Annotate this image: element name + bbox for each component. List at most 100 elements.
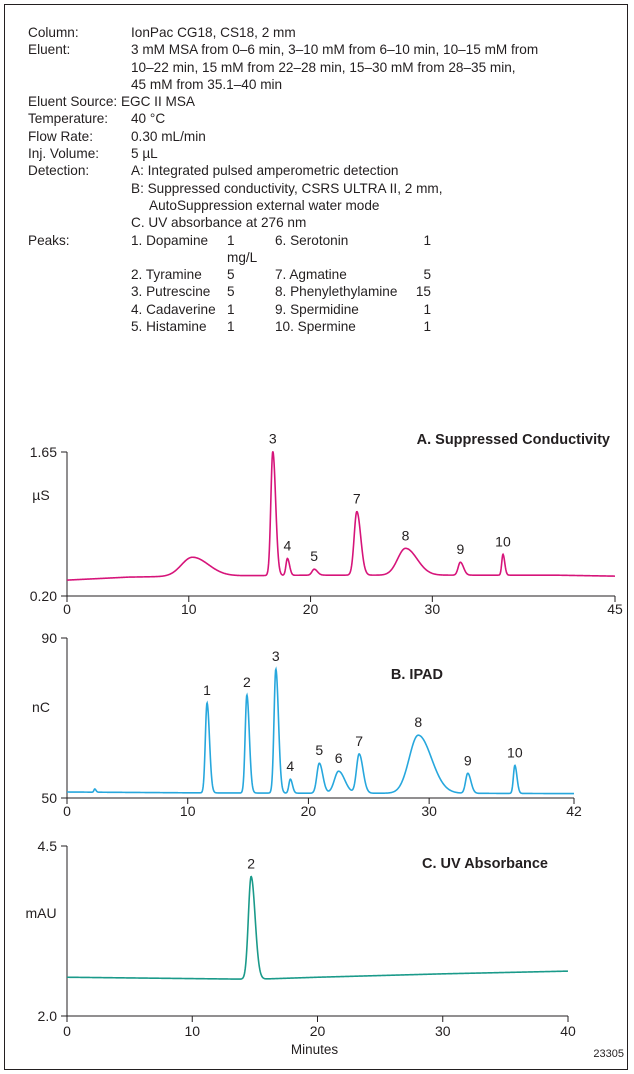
injection-row: Inj. Volume: 5 µL: [28, 145, 618, 162]
y-tick-label: 0.20: [30, 588, 57, 604]
detection-row: Detection: A: Integrated pulsed amperome…: [28, 162, 618, 231]
peak-label: 3: [269, 430, 277, 446]
x-tick-label: 42: [566, 803, 582, 819]
peak-label: 2: [243, 674, 251, 690]
injection-value: 5 µL: [131, 146, 158, 162]
peaks-table: Peaks: 1. Dopamine 1 mg/L 6. Serotonin 1…: [28, 232, 618, 336]
flow-value: 0.30 mL/min: [131, 128, 206, 144]
peak-label: 5: [315, 742, 323, 758]
peak-name: 10. Spermine: [275, 319, 356, 335]
eluent-line: 3 mM MSA from 0–6 min, 3–10 mM from 6–10…: [131, 42, 539, 58]
peak-name: 8. Phenylethylamine: [275, 284, 398, 300]
peak-label: 2: [247, 856, 255, 872]
y-axis-label: mAU: [25, 905, 56, 921]
peak-amount-value: 1: [227, 232, 235, 248]
x-axis-label: Minutes: [291, 1042, 339, 1057]
column-row: Column: IonPac CG18, CS18, 2 mm: [28, 24, 618, 41]
peak-name: 4. Cadaverine: [131, 301, 216, 317]
peak-name: 6. Serotonin: [275, 232, 349, 248]
peak-label: 4: [286, 758, 294, 774]
peak-amount: 5: [423, 267, 431, 283]
conditions-block: Column: IonPac CG18, CS18, 2 mm Eluent: …: [28, 24, 618, 335]
detection-line: A: Integrated pulsed amperometric detect…: [131, 163, 399, 179]
peak-amount: 1: [423, 301, 431, 317]
y-axis-label: µS: [32, 487, 49, 503]
peak-label: 9: [456, 541, 464, 557]
peak-amount: 1 mg/L: [227, 232, 265, 267]
peak-label: 8: [414, 714, 422, 730]
chart-title: C. UV Absorbance: [422, 856, 548, 872]
peak-name: 1. Dopamine: [131, 232, 209, 248]
peak-label: 3: [272, 648, 280, 664]
chart-title: B. IPAD: [391, 667, 443, 683]
x-tick-label: 0: [63, 601, 71, 617]
peak-name: 9. Spermidine: [275, 301, 359, 317]
x-tick-label: 10: [180, 803, 196, 819]
peak-name: 3. Putrescine: [131, 284, 211, 300]
peak-label: 5: [310, 548, 318, 564]
peak-amount: 1: [227, 301, 235, 317]
peak-amount: 5: [227, 284, 235, 300]
x-tick-label: 30: [435, 1023, 451, 1039]
peak-amount: 5: [227, 267, 235, 283]
x-tick-label: 20: [303, 601, 319, 617]
peaks-label: Peaks:: [28, 232, 70, 248]
eluent-source-row: Eluent Source: EGC II MSA: [28, 93, 618, 110]
peak-label: 4: [284, 537, 292, 553]
peak-label: 7: [355, 733, 363, 749]
flow-row: Flow Rate: 0.30 mL/min: [28, 128, 618, 145]
detection-line: C. UV absorbance at 276 nm: [131, 215, 307, 231]
peak-amount: 1: [423, 232, 431, 248]
peak-label: 6: [335, 750, 343, 766]
y-tick-label: 1.65: [30, 444, 57, 460]
peak-label: 8: [402, 527, 410, 543]
peak-label: 10: [507, 744, 523, 760]
x-tick-label: 20: [310, 1023, 326, 1039]
y-tick-label: 4.5: [38, 838, 58, 854]
peak-name: 7. Agmatine: [275, 267, 347, 283]
y-tick-label: 50: [41, 790, 57, 806]
eluent-source-text: Eluent Source: EGC II MSA: [28, 94, 195, 110]
chart-title: A. Suppressed Conductivity: [417, 432, 610, 448]
y-tick-label: 90: [41, 630, 57, 646]
peak-label: 1: [203, 682, 211, 698]
peak-unit: mg/L: [227, 249, 258, 265]
detection-value: A: Integrated pulsed amperometric detect…: [131, 162, 618, 231]
eluent-value: 3 mM MSA from 0–6 min, 3–10 mM from 6–10…: [131, 41, 618, 93]
x-tick-label: 30: [421, 803, 437, 819]
x-tick-label: 45: [607, 601, 623, 617]
temperature-row: Temperature: 40 °C: [28, 110, 618, 127]
peak-label: 7: [353, 491, 361, 507]
peak-name: 5. Histamine: [131, 319, 207, 335]
chromatogram-trace: [67, 666, 574, 795]
column-label: Column:: [28, 25, 79, 40]
injection-label: Inj. Volume:: [28, 146, 100, 162]
peak-amount: 1: [227, 319, 235, 335]
flow-label: Flow Rate:: [28, 128, 93, 144]
x-tick-label: 40: [560, 1023, 576, 1039]
y-tick-label: 2.0: [38, 1008, 58, 1024]
x-tick-label: 10: [184, 1023, 200, 1039]
x-tick-label: 20: [301, 803, 317, 819]
eluent-line: 10–22 min, 15 mM from 22–28 min, 15–30 m…: [131, 59, 516, 75]
peak-name: 2. Tyramine: [131, 267, 202, 283]
peak-label: 10: [495, 533, 511, 549]
peak-amount: 15: [415, 284, 431, 300]
x-tick-label: 10: [181, 601, 197, 617]
peak-amount: 1: [423, 319, 431, 335]
y-axis-label: nC: [32, 699, 50, 715]
detection-line: AutoSuppression external water mode: [149, 197, 380, 213]
x-tick-label: 0: [63, 1023, 71, 1039]
figure-id: 23305: [593, 1048, 624, 1060]
temperature-label: Temperature:: [28, 111, 109, 127]
eluent-label: Eluent:: [28, 42, 71, 58]
peak-label: 9: [464, 752, 472, 768]
detection-line: B: Suppressed conductivity, CSRS ULTRA I…: [131, 180, 443, 196]
x-tick-label: 30: [425, 601, 441, 617]
eluent-line: 45 mM from 35.1–40 min: [131, 76, 283, 92]
eluent-row: Eluent: 3 mM MSA from 0–6 min, 3–10 mM f…: [28, 41, 618, 93]
detection-label: Detection:: [28, 163, 90, 179]
chromatogram-trace: [66, 451, 616, 581]
temperature-value: 40 °C: [131, 111, 166, 127]
